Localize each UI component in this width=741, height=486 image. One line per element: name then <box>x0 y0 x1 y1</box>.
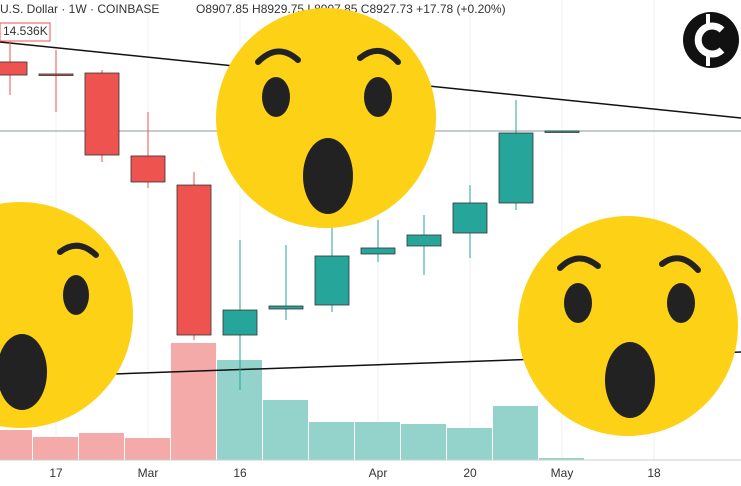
candle-body <box>222 309 258 336</box>
emoji <box>518 216 738 436</box>
volume-bar <box>493 406 538 460</box>
volume-bar <box>447 428 492 460</box>
x-tick-label: 17 <box>49 466 63 480</box>
volume-bar <box>171 343 216 460</box>
candle-body <box>360 247 396 255</box>
price-label: 14.536K <box>3 24 48 38</box>
x-tick-label: Mar <box>138 466 159 480</box>
volume-bar <box>79 433 124 460</box>
volume-bar <box>309 422 354 460</box>
candle-body <box>498 132 534 204</box>
candle-body <box>0 61 28 76</box>
x-tick-label: 18 <box>647 466 661 480</box>
candle-body <box>38 73 74 76</box>
volume-bar <box>401 424 446 460</box>
candle-body <box>314 255 350 306</box>
emoji <box>216 8 436 228</box>
candle-body <box>130 155 166 183</box>
candle-body <box>176 184 212 336</box>
candles <box>0 40 580 391</box>
logo <box>683 12 739 68</box>
x-tick-label: May <box>551 466 574 480</box>
ohlc-legend: O8907.85 H8929.75 L8907.85 C8927.73 +17.… <box>196 2 506 16</box>
chart-title: U.S. Dollar · 1W · COINBASE <box>0 2 159 16</box>
volume-bar <box>539 458 584 460</box>
x-tick-label: 20 <box>463 466 477 480</box>
candle-body <box>268 305 304 310</box>
x-tick-label: 16 <box>233 466 247 480</box>
volume-bar <box>33 437 78 460</box>
emoji <box>0 202 133 428</box>
candle-body <box>406 234 442 247</box>
x-tick-label: Apr <box>369 466 388 480</box>
volume-bar <box>263 400 308 460</box>
x-axis-labels: 17Mar16Apr20May18J <box>49 466 661 480</box>
volume-bar <box>355 422 400 460</box>
candle-body <box>452 202 488 234</box>
volume-bar <box>0 430 32 460</box>
candle-body <box>544 130 580 133</box>
candle-body <box>84 72 120 156</box>
volume <box>0 343 584 460</box>
volume-bar <box>125 438 170 460</box>
price-label-box <box>0 22 51 42</box>
